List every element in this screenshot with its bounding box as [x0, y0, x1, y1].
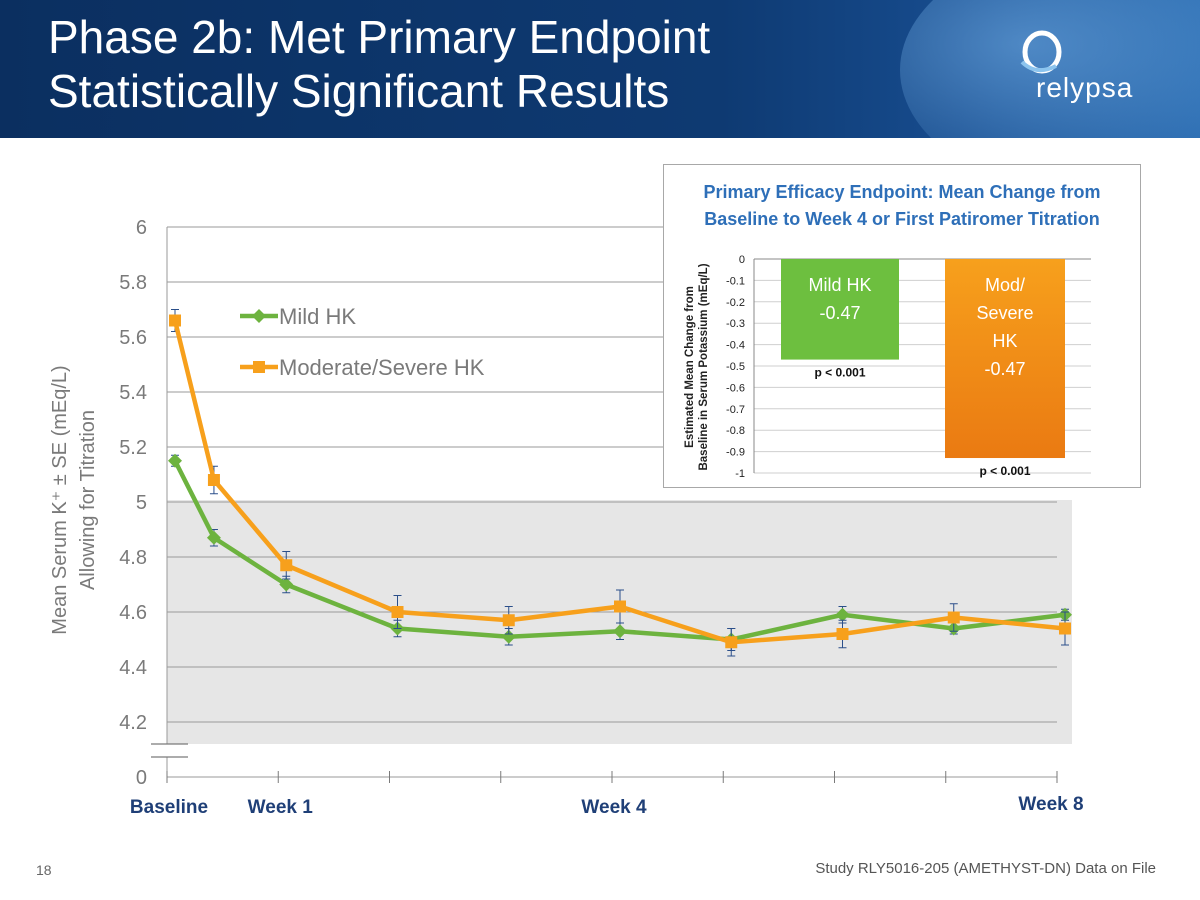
slide-title: Phase 2b: Met Primary Endpoint Statistic… [48, 10, 710, 118]
y-axis-label-line1: Mean Serum K⁺ ± SE (mEq/L) [49, 365, 71, 634]
y-tick-label: 4.4 [119, 657, 147, 679]
inset-bar-mod-severe-hk [945, 259, 1065, 459]
y-tick-label: 4.6 [119, 602, 147, 624]
x-tick-labels: Baseline Week 1 Week 4 Week 8 [130, 794, 1084, 818]
inset-y-tick-label: -0.3 [726, 318, 745, 330]
relypsa-logo: relypsa [1006, 28, 1156, 108]
inset-p-value: p < 0.001 [979, 464, 1030, 478]
inset-title-line1: Primary Efficacy Endpoint: Mean Change f… [703, 182, 1100, 202]
title-line-2: Statistically Significant Results [48, 65, 670, 117]
inset-y-tick-label: -0.8 [726, 425, 745, 437]
data-point-mild-hk [835, 607, 850, 622]
source-note: Study RLY5016-205 (AMETHYST-DN) Data on … [815, 860, 1156, 877]
legend-label: Mild HK [279, 304, 356, 329]
series-line-moderate-severe-hk [172, 319, 1066, 645]
inset-y-axis-label-line1: Estimated Mean Change from [684, 286, 696, 448]
inset-bar-label: -0.47 [819, 303, 860, 323]
data-point-moderate-severe-hk [207, 474, 220, 486]
inset-y-tick-label: -0.6 [726, 382, 745, 394]
inset-chart-box: Primary Efficacy Endpoint: Mean Change f… [663, 164, 1141, 488]
legend: Mild HK Moderate/Severe HK [240, 304, 485, 380]
y-tick-label: 4.8 [119, 547, 147, 569]
main-chart: Mean Serum K⁺ ± SE (mEq/L) Allowing for … [49, 217, 1084, 818]
inset-y-tick-label: -0.7 [726, 404, 745, 416]
logo-text: relypsa [1036, 72, 1134, 103]
inset-y-axis-label-line2: Baseline in Serum Potassium (mEq/L) [698, 263, 710, 470]
data-point-mild-hk [206, 530, 221, 545]
y-tick-label: 5.6 [119, 327, 147, 349]
inset-y-tick-label: -0.5 [726, 361, 745, 373]
axes [151, 227, 1058, 783]
y-tick-label: 5.2 [119, 437, 147, 459]
y-axis-label-line2: Allowing for Titration [77, 410, 99, 590]
data-point-moderate-severe-hk [836, 628, 849, 640]
inset-title-line2: Baseline to Week 4 or First Patiromer Ti… [704, 209, 1099, 229]
y-tick-label: 6 [136, 217, 147, 239]
legend-label: Moderate/Severe HK [279, 355, 485, 380]
inset-bar-label: Mild HK [808, 275, 871, 295]
slide-number: 18 [36, 862, 52, 878]
inset-y-tick-label: -0.2 [726, 297, 745, 309]
x-axis-label: Week 4 [581, 797, 647, 818]
inset-bar-chart: Primary Efficacy Endpoint: Mean Change f… [684, 182, 1101, 480]
series-group [168, 309, 1072, 657]
legend-marker [253, 361, 265, 373]
inset-y-tick-label: -0.1 [726, 275, 745, 287]
inset-y-tick-label: -1 [735, 468, 745, 480]
logo-ring-icon [1020, 30, 1062, 74]
data-point-moderate-severe-hk [169, 314, 181, 327]
y-tick-labels: 6 5.8 5.6 5.4 5.2 5 4.8 4.6 4.4 4.2 0 [119, 217, 147, 789]
data-point-mild-hk [168, 453, 182, 468]
inset-y-tick-label: -0.9 [726, 447, 745, 459]
y-tick-label: 5.8 [119, 272, 147, 294]
x-axis-label: Baseline [130, 797, 208, 818]
data-point-moderate-severe-hk [947, 611, 960, 624]
data-point-moderate-severe-hk [502, 614, 515, 627]
y-tick-label: 5 [136, 492, 147, 514]
data-point-mild-hk [279, 577, 294, 592]
x-axis-label: Week 8 [1018, 794, 1083, 815]
main-line-chart: Mean Serum K⁺ ± SE (mEq/L) Allowing for … [49, 217, 1084, 818]
data-point-moderate-severe-hk [391, 606, 404, 618]
data-point-moderate-severe-hk [1059, 622, 1071, 635]
data-point-moderate-severe-hk [614, 600, 626, 613]
inset-p-value: p < 0.001 [814, 366, 865, 380]
inset-bar-label: Mod/ [985, 275, 1025, 295]
inset-y-tick-label: 0 [739, 254, 745, 266]
title-line-1: Phase 2b: Met Primary Endpoint [48, 11, 711, 63]
y-tick-label: 0 [136, 767, 147, 789]
inset-bar-label: HK [992, 331, 1017, 351]
slide-header: Phase 2b: Met Primary Endpoint Statistic… [0, 0, 1200, 138]
y-tick-label: 4.2 [119, 712, 147, 734]
data-point-mild-hk [613, 624, 627, 639]
y-tick-label: 5.4 [119, 382, 147, 404]
series-line-mild-hk [172, 459, 1066, 642]
data-point-moderate-severe-hk [725, 636, 738, 649]
inset-bar-mild-hk [781, 259, 899, 360]
inset-y-tick-label: -0.4 [726, 340, 745, 352]
x-axis-label: Week 1 [248, 797, 314, 818]
data-point-moderate-severe-hk [280, 559, 293, 572]
inset-bar-label: -0.47 [984, 359, 1025, 379]
legend-marker [252, 309, 266, 323]
inset-plot: 0 -0.1 -0.2 -0.3 -0.4 -0.5 -0.6 -0.7 -0.8 -0.9 -1 E… [684, 254, 1091, 480]
data-point-mild-hk [501, 629, 516, 644]
inset-bar-label: Severe [976, 303, 1033, 323]
